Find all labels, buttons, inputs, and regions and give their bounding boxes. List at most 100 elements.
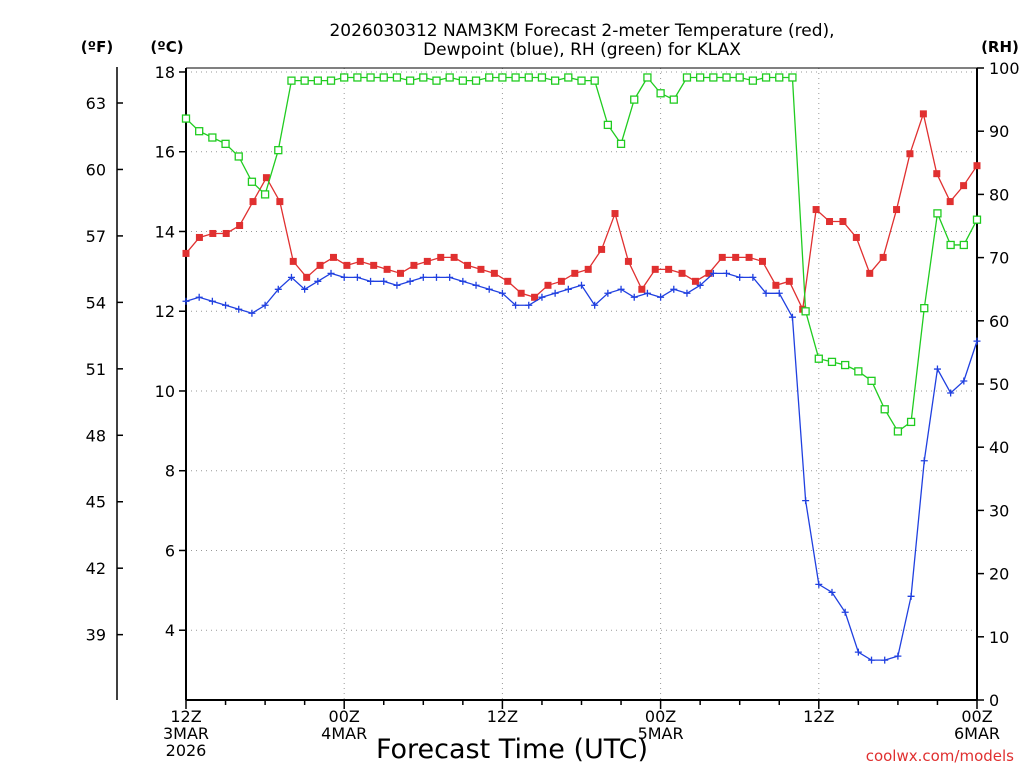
rh-point — [893, 427, 903, 436]
dewpoint-point — [222, 301, 230, 309]
x-tick-label: 12Z — [170, 707, 201, 726]
temperature-point — [919, 110, 927, 118]
x-tick-label: 5MAR — [638, 724, 684, 743]
x-tick-label: 00Z — [645, 707, 676, 726]
rh-point — [405, 76, 415, 85]
x-tick-label: 00Z — [329, 707, 360, 726]
rh-point — [564, 73, 573, 82]
rh-point — [814, 354, 823, 363]
temperature-point — [584, 265, 592, 273]
fahrenheit-tick-label: 39 — [86, 626, 106, 645]
fahrenheit-tick-label: 54 — [86, 293, 106, 312]
temperature-point — [423, 257, 431, 265]
rh-point — [972, 215, 982, 224]
temperature-point — [772, 281, 780, 289]
rh-tick-label: 10 — [989, 628, 1009, 647]
rh-point — [340, 73, 349, 82]
rh-line — [185, 76, 978, 433]
temperature-point — [531, 293, 539, 301]
rh-point — [788, 73, 797, 82]
dewpoint-point — [380, 277, 388, 285]
x-axis-title: Forecast Time (UTC) — [376, 734, 648, 765]
dewpoint-point — [419, 273, 427, 281]
dewpoint-point — [248, 309, 256, 317]
temperature-point — [812, 206, 820, 214]
series-dewpoint — [182, 269, 981, 664]
rh-point — [630, 95, 639, 104]
rh-point — [471, 76, 481, 85]
rh-point — [208, 133, 217, 142]
credit-link[interactable]: coolwx.com/models — [866, 747, 1014, 765]
rh-tick-label: 60 — [989, 312, 1009, 331]
dewpoint-point — [367, 277, 375, 285]
rh-point — [260, 190, 270, 199]
dewpoint-point — [393, 281, 401, 289]
rh-point — [827, 357, 837, 367]
temperature-point — [933, 170, 941, 178]
dewpoint-point — [340, 273, 348, 281]
rh-point — [498, 73, 507, 82]
rh-point — [696, 73, 705, 82]
rh-point — [761, 73, 771, 82]
temperature-point — [678, 269, 686, 277]
rh-point — [419, 73, 428, 82]
rh-point — [353, 73, 362, 82]
rh-point — [590, 76, 599, 85]
dewpoint-point — [881, 656, 889, 664]
rh-point — [234, 152, 243, 161]
dewpoint-point — [472, 281, 480, 289]
rh-unit-label: (RH) — [981, 38, 1019, 56]
rh-point — [432, 76, 441, 85]
temperature-point — [410, 261, 418, 269]
temperature-point — [437, 253, 445, 261]
dewpoint-point — [327, 269, 335, 277]
rh-point — [656, 89, 665, 98]
dewpoint-point — [195, 293, 203, 301]
dewpoint-point — [868, 656, 876, 664]
rh-point — [326, 76, 336, 85]
series-layer — [181, 73, 982, 664]
chart-title-line1: 2026030312 NAM3KM Forecast 2-meter Tempe… — [329, 21, 834, 41]
dewpoint-point — [947, 389, 955, 397]
temperature-point — [517, 289, 525, 297]
temperature-point — [826, 218, 834, 226]
dewpoint-point — [709, 269, 717, 277]
rh-tick-label: 90 — [989, 122, 1009, 141]
celsius-axis: 4 6 8 10 12 14 16 18 — [155, 63, 186, 640]
dewpoint-point — [775, 289, 783, 297]
celsius-tick-label: 10 — [155, 382, 175, 401]
grid-lines — [186, 68, 977, 700]
temperature-point — [598, 245, 606, 253]
dewpoint-point — [301, 285, 309, 293]
rh-point — [445, 73, 454, 82]
dewpoint-point — [261, 301, 269, 309]
temperature-point — [624, 257, 632, 265]
temperature-point — [464, 261, 472, 269]
fahrenheit-tick-label: 57 — [86, 227, 106, 246]
temperature-point — [893, 206, 901, 214]
rh-point — [735, 73, 744, 82]
celsius-tick-label: 18 — [155, 63, 175, 82]
temperature-point — [785, 277, 793, 285]
dewpoint-point — [287, 273, 295, 281]
fahrenheit-tick-label: 42 — [86, 559, 106, 578]
rh-tick-label: 100 — [989, 59, 1020, 78]
rh-tick-label: 0 — [989, 691, 999, 710]
temperature-point — [651, 265, 659, 273]
dewpoint-point — [736, 273, 744, 281]
dewpoint-point — [208, 297, 216, 305]
fahrenheit-tick-label: 51 — [86, 360, 106, 379]
rh-tick-label: 70 — [989, 249, 1009, 268]
temperature-point — [504, 277, 512, 285]
temperature-point — [329, 253, 337, 261]
dewpoint-point — [630, 293, 638, 301]
rh-point — [946, 240, 955, 250]
dewpoint-point — [235, 305, 243, 313]
rh-point — [511, 73, 520, 82]
rh-point — [920, 304, 929, 313]
temperature-point — [222, 229, 230, 237]
dewpoint-line — [185, 272, 978, 661]
rh-point — [775, 73, 784, 82]
